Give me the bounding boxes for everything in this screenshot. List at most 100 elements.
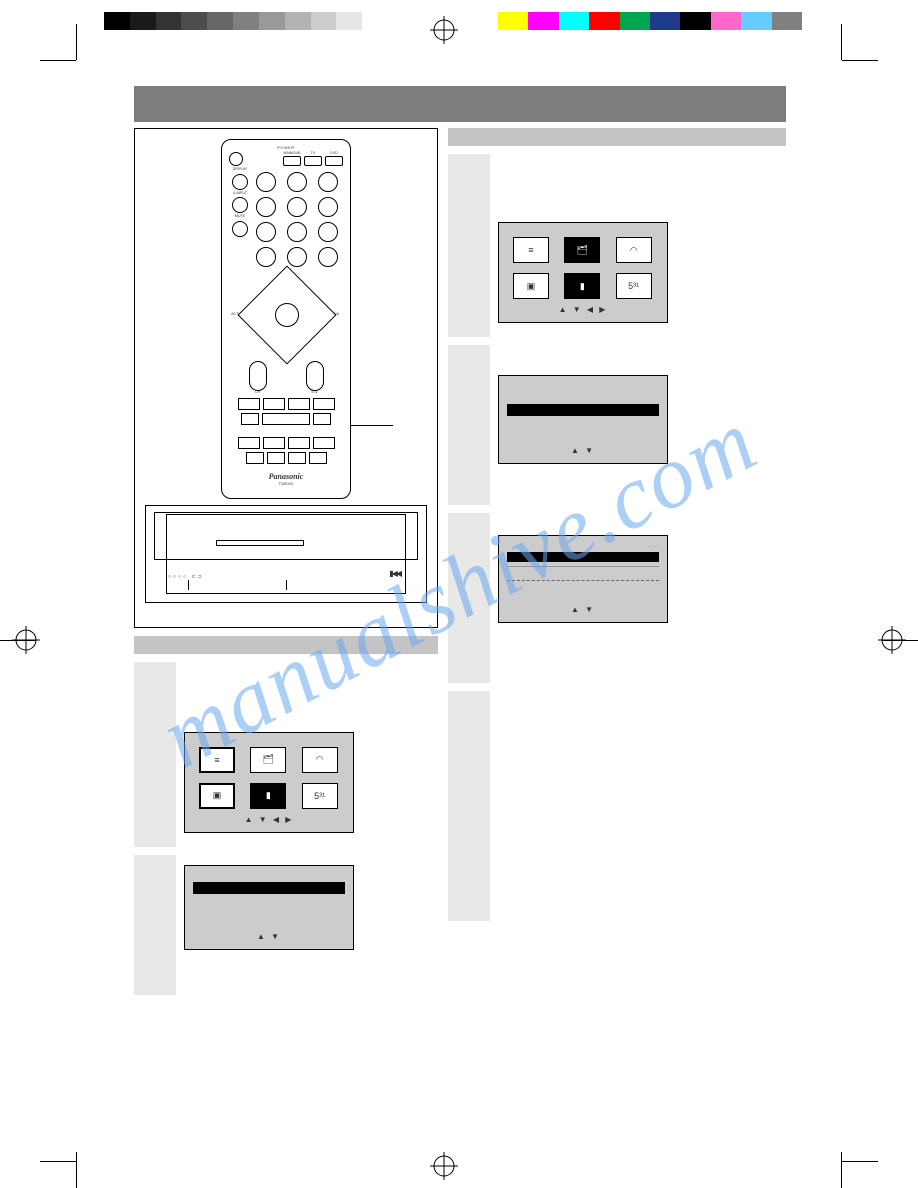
remote-figure: POWER MAIN/SUB TV bbox=[134, 128, 438, 628]
skip-next-button[interactable] bbox=[313, 398, 335, 410]
swatch bbox=[559, 12, 589, 30]
step-number bbox=[448, 691, 490, 921]
swatch bbox=[362, 12, 388, 30]
title-bar bbox=[134, 86, 786, 122]
crop-mark bbox=[841, 24, 842, 60]
skip-back-icon: ▮◀◀ bbox=[389, 569, 400, 578]
menu-screen: ≡ 🗂 ◠ ▣ ▮ 5³¹ ▲ ▼ ◀ ▶ bbox=[184, 732, 354, 833]
crop-mark bbox=[841, 1152, 842, 1188]
num-7[interactable] bbox=[256, 222, 276, 242]
crop-mark bbox=[76, 24, 77, 60]
swatch bbox=[207, 12, 233, 30]
still-button[interactable] bbox=[241, 413, 259, 425]
list-screen: · · · · ▲ ▼ bbox=[498, 535, 668, 623]
step-block: ▲ ▼ bbox=[448, 345, 786, 505]
swatch bbox=[311, 12, 337, 30]
num-6[interactable] bbox=[318, 197, 338, 217]
search-slow-button[interactable] bbox=[262, 413, 310, 425]
audio-out[interactable] bbox=[318, 247, 338, 267]
num-9[interactable] bbox=[318, 222, 338, 242]
crop-mark bbox=[76, 1152, 77, 1188]
swatch bbox=[528, 12, 558, 30]
label: MAIN/SUB bbox=[284, 152, 301, 156]
swatch bbox=[498, 12, 528, 30]
aux-button[interactable] bbox=[288, 452, 306, 464]
registration-mark bbox=[12, 626, 40, 654]
swatch bbox=[181, 12, 207, 30]
display-button[interactable] bbox=[232, 174, 248, 190]
num-0[interactable] bbox=[287, 247, 307, 267]
skip-prev-button[interactable] bbox=[263, 398, 285, 410]
ch-label: CH bbox=[249, 391, 267, 395]
angle-button[interactable] bbox=[263, 437, 285, 449]
ch-rocker[interactable] bbox=[249, 361, 267, 391]
dpad[interactable] bbox=[247, 275, 326, 355]
menu-icon: ▣ bbox=[513, 273, 549, 299]
abrep-button[interactable] bbox=[246, 452, 264, 464]
label: DISPLAY bbox=[229, 168, 251, 172]
swatch bbox=[680, 12, 710, 30]
open-close-button[interactable] bbox=[313, 413, 331, 425]
tv-front-panel: ○○○○ ⊂⊃ ▮◀◀ bbox=[145, 505, 427, 603]
num-8[interactable] bbox=[287, 222, 307, 242]
step-number bbox=[448, 513, 490, 683]
mute-button[interactable] bbox=[232, 221, 248, 237]
surround-button[interactable] bbox=[313, 437, 335, 449]
step-number bbox=[134, 662, 176, 847]
step-text bbox=[184, 666, 434, 676]
num-3[interactable] bbox=[318, 172, 338, 192]
menu-icon: ≡ bbox=[513, 237, 549, 263]
menu-icon: ▮ bbox=[250, 783, 286, 809]
power-label: POWER bbox=[229, 146, 343, 150]
power-button[interactable] bbox=[229, 152, 243, 166]
section-heading bbox=[448, 128, 786, 146]
menu-icon: 🗂 bbox=[250, 747, 286, 773]
menu-screen: ≡ 🗂 ◠ ▣ ▮ 5³¹ ▲ ▼ ◀ ▶ bbox=[498, 222, 668, 323]
ainput-button[interactable] bbox=[232, 197, 248, 213]
dvd-mode-button[interactable] bbox=[325, 156, 343, 166]
num-2[interactable] bbox=[287, 172, 307, 192]
num-5[interactable] bbox=[287, 197, 307, 217]
nav-hint: ▲ ▼ bbox=[193, 932, 345, 941]
num-4[interactable] bbox=[256, 197, 276, 217]
swatch bbox=[650, 12, 680, 30]
crop-mark bbox=[842, 60, 878, 61]
list-screen: ▲ ▼ bbox=[498, 375, 668, 464]
zoom-button[interactable] bbox=[309, 452, 327, 464]
menu-icon: ▣ bbox=[199, 783, 235, 809]
registration-mark bbox=[430, 16, 458, 44]
registration-mark bbox=[430, 1152, 458, 1180]
menu-icon: ◠ bbox=[616, 237, 652, 263]
return-button[interactable] bbox=[267, 452, 285, 464]
audio-button[interactable] bbox=[238, 437, 260, 449]
nav-hint: ▲ ▼ bbox=[507, 605, 659, 614]
num-1[interactable] bbox=[256, 172, 276, 192]
mainsub-button[interactable] bbox=[283, 156, 301, 166]
label: A-INPUT bbox=[229, 192, 251, 196]
step-number bbox=[448, 345, 490, 505]
swatch bbox=[620, 12, 650, 30]
registration-mark bbox=[878, 626, 906, 654]
model-label: TWDVD bbox=[229, 481, 343, 486]
menu-icon: 5³¹ bbox=[616, 273, 652, 299]
grayscale-bar bbox=[104, 12, 388, 30]
label: MUTE bbox=[229, 215, 251, 219]
vol-label: VOL bbox=[306, 391, 324, 395]
vol-rocker[interactable] bbox=[306, 361, 324, 391]
step-filler bbox=[448, 691, 786, 921]
stop-button[interactable] bbox=[238, 398, 260, 410]
play-button[interactable] bbox=[288, 398, 310, 410]
tv-mode-button[interactable] bbox=[304, 156, 322, 166]
brand-label: Panasonic bbox=[229, 472, 343, 481]
swatch bbox=[104, 12, 130, 30]
crop-mark bbox=[40, 1161, 76, 1162]
step-block: ≡ 🗂 ◠ ▣ ▮ 5³¹ ▲ ▼ ◀ ▶ bbox=[134, 662, 438, 847]
subtitle-button[interactable] bbox=[288, 437, 310, 449]
menu-icon: ≡ bbox=[199, 747, 235, 773]
num-100[interactable] bbox=[256, 247, 276, 267]
swatch bbox=[285, 12, 311, 30]
label: TV bbox=[311, 152, 315, 156]
swatch bbox=[130, 12, 156, 30]
step-number bbox=[448, 154, 490, 337]
nav-hint: ▲ ▼ ◀ ▶ bbox=[193, 815, 345, 824]
